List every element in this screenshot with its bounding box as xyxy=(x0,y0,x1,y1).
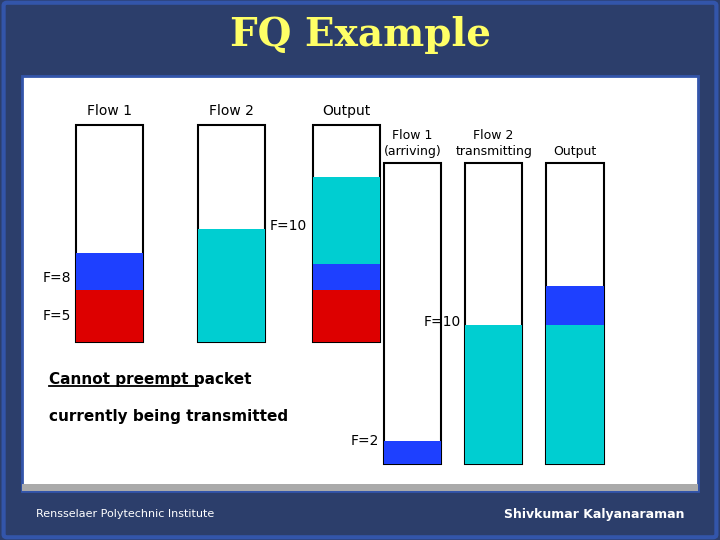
Text: Output: Output xyxy=(323,104,371,118)
Bar xyxy=(76,290,143,342)
Bar xyxy=(312,177,380,264)
Bar xyxy=(7,5,713,70)
Text: F=10: F=10 xyxy=(423,315,461,329)
Bar xyxy=(312,264,380,290)
Bar xyxy=(197,230,265,342)
Text: Flow 1
(arriving): Flow 1 (arriving) xyxy=(384,129,441,158)
Bar xyxy=(76,125,143,342)
Bar xyxy=(384,163,441,463)
Text: Shivkumar Kalyanaraman: Shivkumar Kalyanaraman xyxy=(503,508,684,521)
Text: Output: Output xyxy=(553,145,596,158)
Bar xyxy=(384,441,441,463)
Bar xyxy=(465,325,523,463)
Bar xyxy=(312,290,380,342)
Bar xyxy=(312,125,380,342)
Bar xyxy=(22,484,698,491)
Text: Flow 1: Flow 1 xyxy=(87,104,132,118)
Text: F=2: F=2 xyxy=(351,434,379,448)
Bar xyxy=(465,163,523,463)
FancyBboxPatch shape xyxy=(4,3,716,537)
Bar xyxy=(197,125,265,342)
Text: F=5: F=5 xyxy=(43,309,71,323)
Text: F=8: F=8 xyxy=(43,271,71,285)
Text: F=10: F=10 xyxy=(269,219,307,233)
Text: Flow 2
transmitting: Flow 2 transmitting xyxy=(455,129,532,158)
Text: Cannot preempt packet: Cannot preempt packet xyxy=(49,372,251,387)
Bar xyxy=(546,286,603,325)
Text: Flow 2: Flow 2 xyxy=(209,104,254,118)
Text: FQ Example: FQ Example xyxy=(230,16,490,54)
Text: currently being transmitted: currently being transmitted xyxy=(49,409,288,424)
Bar xyxy=(22,76,698,491)
Text: Rensselaer Polytechnic Institute: Rensselaer Polytechnic Institute xyxy=(36,509,215,519)
Bar xyxy=(546,163,603,463)
Bar xyxy=(546,325,603,463)
Bar xyxy=(76,253,143,290)
